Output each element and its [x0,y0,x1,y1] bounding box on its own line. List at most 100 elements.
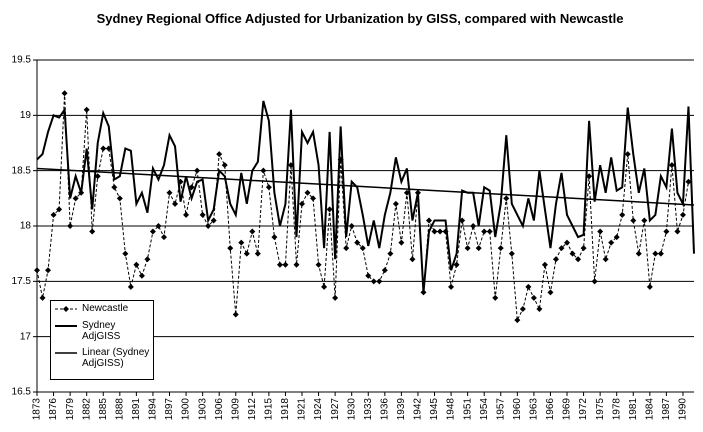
x-tick-label: 1879 [65,398,76,421]
marker [674,228,681,235]
marker [608,239,615,246]
series-line [36,93,689,322]
x-tick-label: 1888 [114,398,125,421]
x-tick-label: 1924 [313,398,324,421]
x-tick-label: 1969 [562,398,573,421]
marker [652,250,659,257]
marker [343,245,350,252]
marker [409,256,416,263]
x-tick-label: 1939 [396,398,407,421]
marker [276,261,283,268]
marker [519,306,526,312]
marker [205,223,212,229]
marker [497,245,504,252]
x-tick-label: 1876 [48,398,59,421]
marker [564,239,571,246]
x-tick-label: 1882 [81,398,92,421]
x-tick-label: 1957 [495,398,506,421]
marker [525,283,532,290]
x-tick-label: 1915 [264,398,275,421]
marker [425,217,432,224]
marker [61,90,68,97]
x-tick-label: 1918 [280,398,291,421]
marker [597,228,604,235]
marker [552,256,559,263]
marker [326,206,333,213]
marker [470,223,477,229]
x-tick-label: 1981 [628,398,639,421]
marker [89,228,96,235]
legend-marker [63,306,69,312]
marker [602,256,609,263]
x-tick-label: 1942 [413,398,424,421]
x-tick-label: 1927 [330,398,341,421]
marker [160,234,167,241]
marker [365,272,372,279]
marker [321,283,328,290]
marker [503,195,510,202]
marker [249,228,256,235]
x-tick-label: 1930 [346,398,357,421]
y-tick-label: 18.5 [12,165,32,176]
marker [39,294,46,301]
x-tick-label: 1984 [644,398,655,421]
marker [149,228,156,235]
x-tick-label: 1921 [297,398,308,421]
marker [381,267,388,274]
marker [646,283,653,290]
marker [437,228,444,235]
marker [464,245,471,252]
marker [265,184,272,191]
marker [536,306,543,312]
series-line [36,100,695,293]
marker [111,184,118,191]
marker [387,250,394,257]
marker [56,206,63,213]
x-tick-label: 1987 [661,398,672,421]
marker [133,261,140,268]
marker [370,278,377,285]
marker [514,317,521,324]
marker [354,239,361,246]
marker [243,250,250,257]
marker [359,245,366,252]
marker [172,200,179,207]
x-tick-label: 1894 [148,398,159,421]
marker [679,211,686,218]
marker [398,239,405,246]
marker [541,261,548,268]
marker [508,250,515,257]
marker [304,189,311,196]
marker [183,211,190,218]
marker [232,311,239,318]
marker [315,261,322,268]
marker [668,162,675,169]
x-tick-label: 1951 [462,398,473,421]
x-tick-label: 1891 [131,398,142,421]
marker [580,245,587,252]
marker [619,211,626,218]
marker [282,261,289,268]
y-tick-label: 19.5 [12,55,32,66]
y-tick-label: 19 [20,110,32,121]
marker [94,173,101,180]
marker [100,145,107,152]
marker [591,278,598,285]
marker [34,267,40,274]
marker [685,178,692,185]
marker [299,200,306,207]
marker [67,223,74,229]
marker [72,195,79,202]
marker [376,278,383,285]
marker [271,234,278,241]
x-tick-label: 1933 [363,398,374,421]
y-tick-label: 18 [20,221,32,232]
marker [138,272,145,279]
marker [641,217,648,224]
x-tick-label: 1954 [479,398,490,421]
marker [254,250,261,257]
marker [127,283,134,290]
x-tick-label: 1972 [578,398,589,421]
legend-label: Sydney AdjGISS [82,320,121,342]
